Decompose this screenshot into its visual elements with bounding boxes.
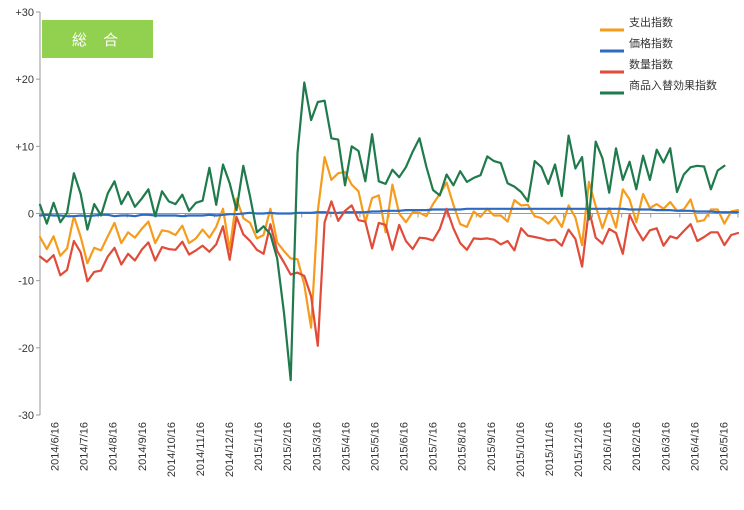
y-tick-label: 0: [28, 209, 34, 221]
x-tick-label: 2014/12/16: [224, 422, 236, 477]
x-tick-label: 2016/2/16: [631, 422, 643, 471]
y-tick-label: +30: [15, 7, 34, 19]
x-tick-label: 2015/1/16: [253, 422, 265, 471]
x-tick-label: 2015/10/16: [515, 422, 527, 477]
y-tick-label: +10: [15, 141, 34, 153]
series-line: [38, 156, 740, 329]
series-lines: [38, 81, 740, 382]
y-tick-label: -20: [18, 343, 34, 355]
x-tick-label: 2014/11/16: [195, 422, 207, 476]
x-tick-label: 2015/4/16: [340, 422, 352, 471]
x-tick-label: 2015/12/16: [573, 422, 585, 477]
y-ticks: +30 +20 +10 0 -10 -20 -30: [15, 7, 40, 422]
x-tick-label: 2015/5/16: [369, 422, 381, 471]
x-tick-label: 2014/6/16: [50, 422, 62, 471]
x-tick-label: 2015/7/16: [428, 422, 440, 471]
x-tick-label: 2014/8/16: [108, 422, 120, 471]
y-tick-label: +20: [15, 74, 34, 86]
x-tick-label: 2015/3/16: [311, 422, 323, 471]
x-tick-label: 2015/2/16: [282, 422, 294, 471]
x-tick-label: 2014/10/16: [166, 422, 178, 477]
badge-label: 総 合: [72, 32, 124, 49]
y-tick-label: -10: [18, 276, 34, 288]
series-line: [38, 81, 726, 382]
x-tick-label: 2015/11/16: [544, 422, 556, 476]
x-tick-label: 2015/6/16: [399, 422, 411, 471]
series-line: [38, 200, 740, 347]
x-tick-label: 2015/9/16: [486, 422, 498, 471]
x-tick-label: 2015/8/16: [457, 422, 469, 471]
x-tick-label: 2016/1/16: [602, 422, 614, 471]
y-tick-label: -30: [18, 410, 34, 422]
x-tick-label: 2016/4/16: [689, 422, 701, 471]
badge-background: [42, 20, 153, 58]
legend-label: 数量指数: [629, 57, 673, 71]
chart-badge: 総 合: [42, 20, 153, 58]
legend-label: 価格指数: [629, 36, 673, 50]
x-tick-label: 2014/9/16: [137, 422, 149, 471]
x-tick-label: 2016/5/16: [718, 422, 730, 471]
x-ticks: 2014/6/16 2014/7/16 2014/8/16 2014/9/16 2014…: [39, 213, 739, 477]
legend-label: 商品入替効果指数: [629, 78, 717, 92]
x-tick-label: 2014/7/16: [79, 422, 91, 471]
legend-label: 支出指数: [629, 15, 673, 29]
x-tick-label: 2016/3/16: [660, 422, 672, 471]
